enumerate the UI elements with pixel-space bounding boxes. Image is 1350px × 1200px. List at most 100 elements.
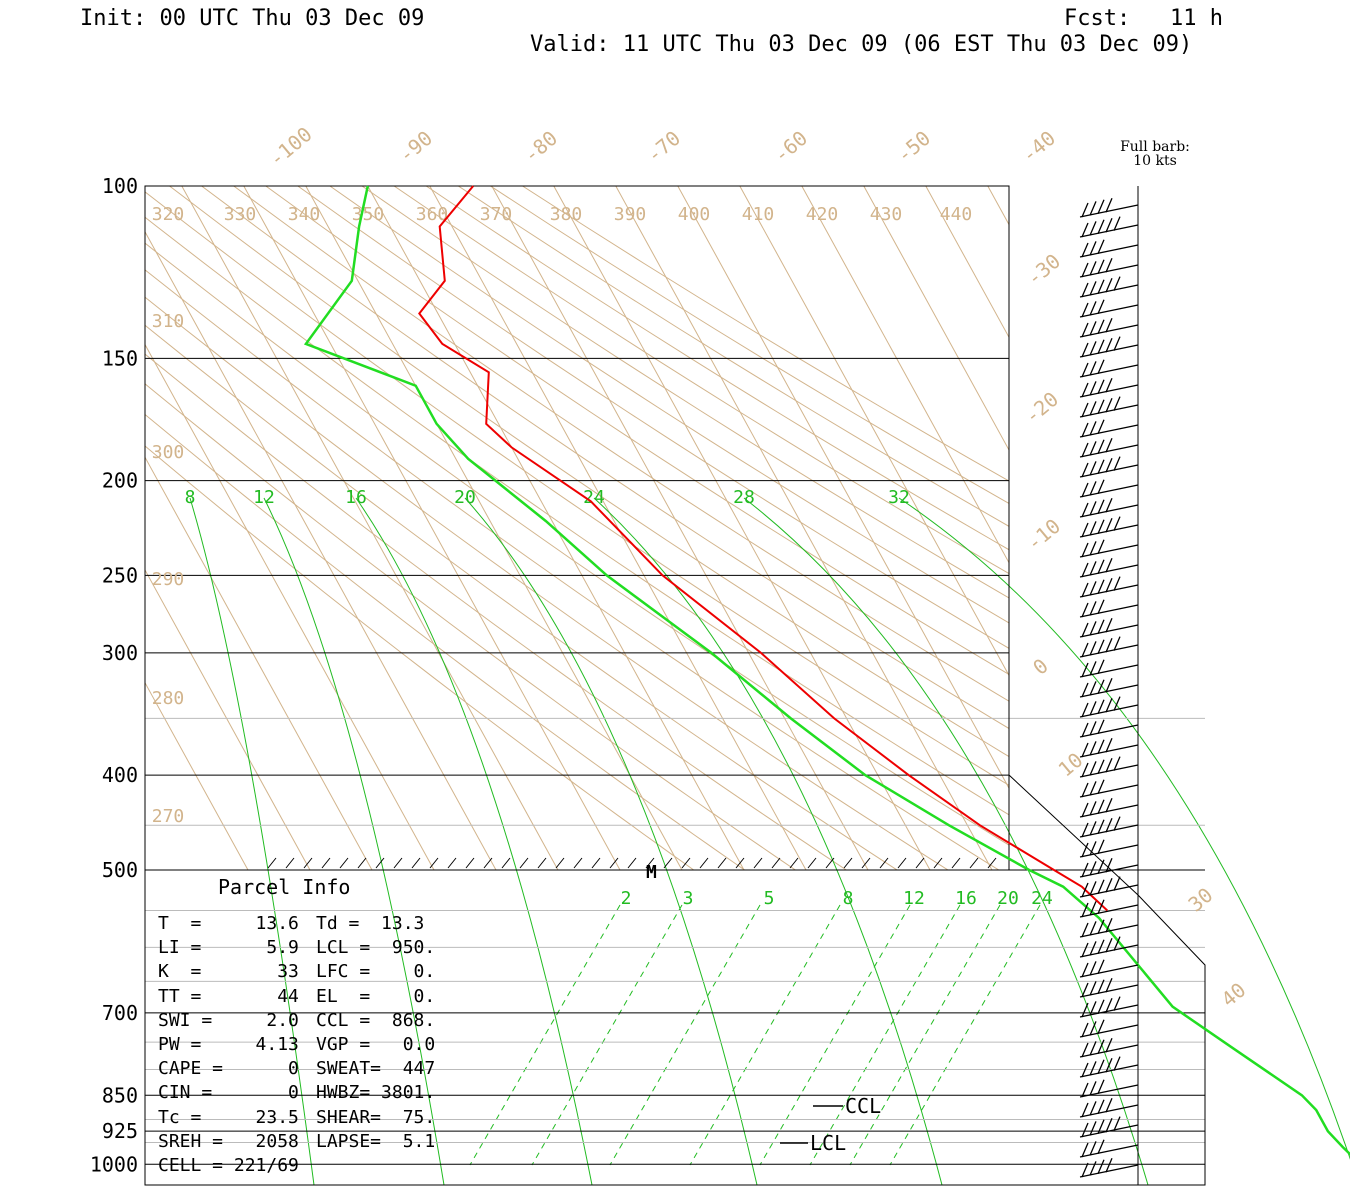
mixing-ratio-label: 16	[345, 487, 367, 508]
dry-adiabat-label: 390	[614, 204, 647, 225]
hatch-mark	[429, 857, 439, 869]
wind-barb-flag	[1097, 1079, 1105, 1095]
ccl-label: CCL	[845, 1094, 881, 1118]
mixing-ratio-line	[464, 497, 758, 1186]
wind-barb-flag	[1089, 221, 1097, 236]
wind-barb-flag	[1113, 936, 1121, 951]
wind-barb-flag	[1097, 819, 1105, 835]
wind-barb-staff	[1079, 844, 1139, 858]
wind-barb-flag	[1097, 699, 1105, 715]
wind-barb-flag	[1097, 799, 1105, 815]
isotherm-line	[243, 186, 621, 870]
hatch-mark	[897, 857, 907, 869]
wind-barb-flag	[1097, 659, 1105, 675]
hatch-mark	[753, 857, 763, 869]
wind-barb-flag	[1113, 336, 1121, 351]
mixing-ratio-label: 24	[583, 487, 605, 508]
wind-barb-flag	[1089, 901, 1097, 916]
wind-barb-flag	[1081, 962, 1089, 978]
wind-barb-flag	[1097, 479, 1105, 495]
wind-barb-staff	[1079, 964, 1139, 978]
wind-barb-flag	[1105, 617, 1113, 633]
wind-barb-flag	[1089, 301, 1097, 316]
dry-adiabat-line	[425, 186, 1009, 551]
wind-barb-flag	[1105, 797, 1113, 813]
mixing-ratio-label: 20	[454, 487, 476, 508]
pressure-tick-label: 400	[102, 763, 138, 787]
wind-barb-flag	[1089, 1101, 1097, 1116]
wind-barb-flag	[1105, 197, 1113, 213]
wind-barb-flag	[1081, 562, 1089, 578]
wind-barb-staff	[1079, 484, 1139, 498]
wind-barb-flag	[1089, 861, 1097, 876]
hatch-mark	[969, 857, 979, 869]
wind-barb-flag	[1097, 279, 1105, 295]
hatch-mark	[267, 857, 277, 869]
isotherm-line	[1112, 186, 1350, 870]
wind-barb-flag	[1105, 217, 1113, 233]
wind-barb-flag	[1105, 937, 1113, 953]
wind-barb-flag	[1089, 801, 1097, 816]
wind-barb-flag	[1089, 661, 1097, 676]
parcel-info-left: CIN = 0	[158, 1082, 299, 1104]
wind-barb-flag	[1089, 1001, 1097, 1016]
wind-barb-flag	[1081, 1062, 1089, 1078]
isotherm-label: 40	[1217, 978, 1251, 1012]
mixing-ratio-label: 24	[1031, 888, 1053, 909]
dry-adiabat-line	[393, 186, 1009, 575]
isotherm-line	[367, 186, 745, 870]
dry-adiabat-label: 410	[742, 204, 775, 225]
wind-barb-flag	[1113, 516, 1121, 531]
wind-barb-flag	[1105, 637, 1113, 653]
parcel-info-left: Tc = 23.5	[158, 1106, 299, 1128]
wind-barb-flag	[1097, 859, 1105, 875]
wind-barb-staff	[1079, 1024, 1139, 1038]
mixing-ratio-label: 28	[733, 487, 755, 508]
mixing-ratio-dash	[759, 904, 911, 1166]
wind-barb-flag	[1081, 202, 1089, 218]
isotherm-line	[677, 186, 1009, 790]
parcel-info-right: SHEAR= 75.	[316, 1106, 436, 1128]
hatch-mark	[951, 857, 961, 869]
parcel-info-right: EL = 0.	[316, 985, 436, 1007]
wind-barb-flag	[1097, 1019, 1105, 1035]
wind-barb-flag	[1089, 761, 1097, 776]
isotherm-line	[863, 186, 1009, 452]
wind-barb-flag	[1113, 456, 1121, 471]
hatch-mark	[519, 857, 529, 869]
wind-barb-flag	[1105, 977, 1113, 993]
parcel-info-left: LI = 5.9	[158, 937, 299, 959]
wind-barb-flag	[1113, 396, 1121, 411]
wind-barb-flag	[1081, 382, 1089, 398]
wind-barb-flag	[1097, 759, 1105, 775]
hatch-mark	[717, 857, 727, 869]
wind-barb-flag	[1089, 561, 1097, 576]
barb-legend-line2: 10 kts	[1133, 153, 1177, 169]
wind-barb-staff	[1079, 244, 1139, 258]
wind-barb-flag	[1097, 339, 1105, 355]
wind-barb-flag	[1105, 497, 1113, 513]
wind-barb-flag	[1081, 462, 1089, 478]
wind-barb-flag	[1089, 981, 1097, 996]
hatch-mark	[573, 857, 583, 869]
wind-barb-flag	[1097, 399, 1105, 415]
wind-barb-flag	[1081, 802, 1089, 818]
temperature-profile	[418, 185, 1108, 912]
hatch-mark	[645, 857, 655, 869]
wind-barb-flag	[1081, 1162, 1089, 1178]
hatch-mark	[321, 857, 331, 869]
wind-barb-flag	[1097, 899, 1105, 915]
wind-barb-flag	[1081, 722, 1089, 738]
hatch-mark	[537, 857, 547, 869]
parcel-info-title: Parcel Info	[218, 875, 351, 899]
wind-barb-flag	[1081, 522, 1089, 538]
dry-adiabat-label: 270	[152, 806, 185, 827]
wind-barb-staff	[1079, 364, 1139, 378]
mixing-ratio-label: 12	[253, 487, 275, 508]
dry-adiabat-label: 440	[940, 204, 973, 225]
level-markers: M CCL LCL	[646, 862, 881, 1155]
wind-barb-flag	[1105, 377, 1113, 393]
wind-barb-flag	[1081, 542, 1089, 558]
mixing-ratio-dash	[809, 904, 961, 1166]
lcl-label: LCL	[810, 1131, 846, 1155]
